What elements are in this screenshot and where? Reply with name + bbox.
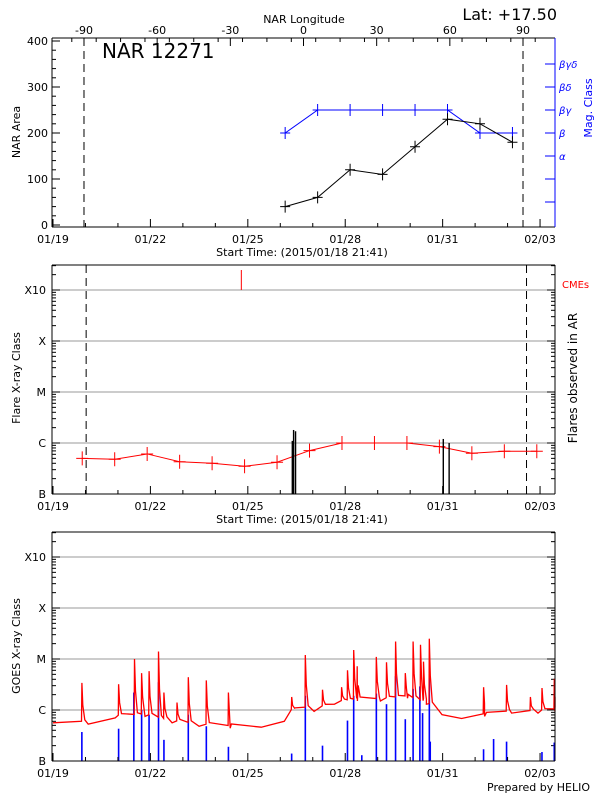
y-tick-label: X [38,602,46,615]
y-tick-label: 400 [27,35,48,48]
y-tick-label: X10 [24,551,46,564]
top-tick-label: 0 [300,24,307,37]
mag-tick-label: α [559,152,566,163]
goes-long-channel-line [52,638,556,729]
mag-class-point [410,104,421,116]
goes-daily-point [108,452,121,467]
nar-area-line [285,118,513,208]
y-tick-label: C [38,704,46,717]
x-tick-label: 01/28 [329,233,361,246]
goes-daily-point [141,446,154,461]
y-tick-label: B [38,755,46,768]
mag-class-point [377,104,388,116]
x-tick-label: 02/03 [524,500,556,513]
nar-area-point [312,191,323,204]
x-tick-label: 01/31 [427,233,459,246]
top-tick-label: 30 [370,24,384,37]
x-tick-label: 01/25 [232,767,264,780]
goes-daily-point [206,456,219,471]
y-tick-label: 300 [27,81,48,94]
mag-class-line [284,109,513,134]
flare-class-axis-title: Flare X-ray Class [10,332,23,424]
mag-tick-label: βδ [558,83,572,94]
goes-daily-point [335,436,348,450]
x-tick-label: 01/19 [37,767,69,780]
prepared-by-footer: Prepared by HELIO [487,781,590,794]
y-tick-label: 0 [41,219,48,232]
top-tick-label: -30 [221,24,239,37]
y-tick-label: B [38,488,46,501]
x-tick-label: 01/31 [427,500,459,513]
longitude-axis-title: NAR Longitude [263,13,345,26]
mag-tick-label: β [558,129,566,140]
mag-class-axis-title: Mag. Class [582,78,595,137]
y-tick-label: M [37,386,47,399]
goes-class-panel: GOES X-ray Class Prepared by HELIO B C M X X… [10,531,590,794]
goes-daily-point [498,444,511,459]
y-tick-label: M [37,653,47,666]
x-tick-label: 01/25 [232,233,264,246]
nar-area-point [442,113,453,126]
mag-tick-label: βγ [558,106,572,117]
nar-title: NAR 12271 [102,39,215,63]
nar-area-panel: Lat: +17.50 NAR Longitude NAR 12271 NAR … [10,5,595,259]
goes-daily-point [238,459,251,474]
mag-class-point [312,104,323,116]
x-tick-label: 01/25 [232,500,264,513]
goes-daily-point [173,454,186,469]
lat-label: Lat: +17.50 [462,5,557,24]
x-tick-label: 02/03 [524,233,556,246]
x-tick-label: 01/22 [135,767,167,780]
top-tick-label: -60 [148,24,166,37]
nar-area-axis-title: NAR Area [10,106,23,158]
x-axis-title: Start Time: (2015/01/18 21:41) [216,513,388,526]
y-tick-label: X10 [24,284,46,297]
nar-area-point [345,163,356,176]
goes-daily-point [368,436,381,450]
mag-tick-label: βγδ [558,60,577,71]
x-tick-label: 01/19 [37,233,69,246]
y-tick-label: 100 [27,173,48,186]
nar-area-point [410,140,421,153]
flare-class-panel: Flare X-ray Class Flares observed in AR … [10,264,589,526]
goes-class-axis-title: GOES X-ray Class [10,598,23,694]
top-tick-label: -90 [75,24,93,37]
cmes-label: CMEs [562,280,589,291]
x-axis-title: Start Time: (2015/01/18 21:41) [216,246,388,259]
nar-area-point [474,117,485,130]
goes-daily-point [76,451,89,466]
mag-class-point [345,104,356,116]
x-tick-label: 01/22 [135,233,167,246]
nar-area-point [280,200,291,213]
top-tick-label: 90 [516,24,530,37]
x-tick-label: 02/03 [524,767,556,780]
goes-daily-point [530,444,543,459]
goes-daily-point [400,436,413,450]
y-tick-label: C [38,437,46,450]
nar-area-point [507,136,518,149]
top-tick-label: 60 [443,24,457,37]
flares-observed-axis-title: Flares observed in AR [566,313,580,443]
nar-area-point [377,168,388,181]
goes-daily-point [271,455,284,470]
goes-daily-point [303,443,316,458]
x-tick-label: 01/28 [329,767,361,780]
x-tick-label: 01/28 [329,500,361,513]
y-tick-label: 200 [27,127,48,140]
x-tick-label: 01/19 [37,500,69,513]
mag-class-point [280,127,291,139]
x-tick-label: 01/22 [135,500,167,513]
goes-daily-point [465,446,478,461]
x-tick-label: 01/31 [427,767,459,780]
y-tick-label: X [38,335,46,348]
